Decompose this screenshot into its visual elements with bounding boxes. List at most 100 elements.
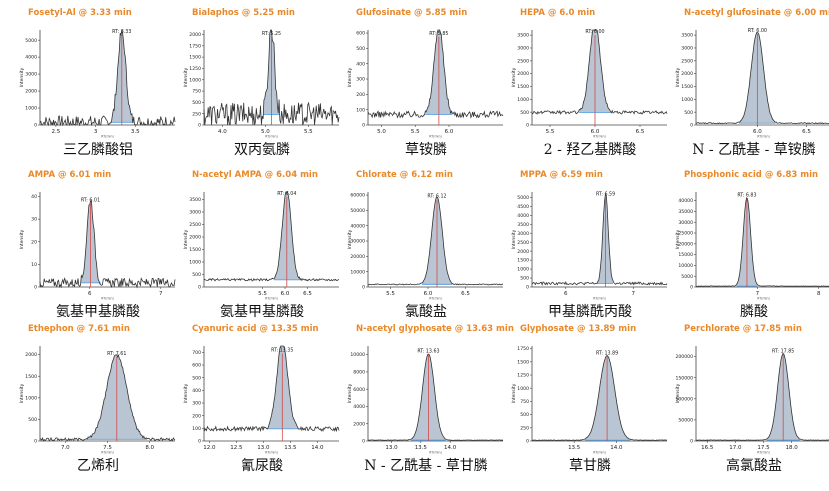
y-tick-label: 2500 — [517, 58, 529, 64]
chromatogram-trace — [531, 193, 668, 286]
chromatogram-trace — [39, 354, 176, 442]
y-tick-label: 20000 — [678, 241, 693, 247]
y-tick-label: 0 — [198, 123, 201, 129]
chromatogram-plot: 0 50000 100000 150000 200000 16.5 17.0 17.5 18.0… — [675, 346, 829, 455]
x-tick-label: 14.0 — [610, 445, 623, 451]
chromatogram-plot: 0 1000 2000 3000 4000 5000 2.5 3 3.5 Intensity RT:… — [19, 29, 176, 139]
x-tick-label: 13.5 — [415, 445, 428, 451]
x-tick-label: 6 — [88, 291, 92, 297]
chart-title: Bialaphos @ 5.25 min — [192, 8, 295, 18]
y-tick-label: 40000 — [678, 198, 693, 204]
chromatogram-trace — [367, 353, 504, 441]
y-tick-label: 35000 — [678, 209, 693, 215]
y-tick-label: 100 — [356, 107, 365, 113]
chromatogram-trace — [203, 345, 340, 433]
y-axis-label: Intensity — [675, 383, 681, 403]
compound-caption: 草铵膦 — [405, 142, 447, 158]
y-tick-label: 250 — [192, 111, 201, 117]
chromatogram-plot: 0 2000 4000 6000 8000 10000 13.0 13.5 14.0 Intens… — [347, 346, 504, 455]
y-tick-label: 150000 — [675, 375, 693, 381]
y-axis-label: Intensity — [675, 67, 681, 87]
chromatogram-panel: N-acetyl AMPA @ 6.04 min 0 500 1000 1500 2000… — [182, 170, 342, 330]
x-tick-label: 2.5 — [52, 129, 61, 135]
y-axis-label: Intensity — [183, 67, 189, 87]
y-tick-label: 10000 — [678, 263, 693, 269]
chromatogram-plot: 0 100 200 300 400 500 600 5.0 5.5 6.0 Intensity RT:… — [347, 29, 504, 139]
y-tick-label: 6000 — [353, 387, 365, 393]
chromatogram-panel: AMPA @ 6.01 min 0 10 20 30 40 6 7 Intensity RT: 6… — [18, 170, 178, 330]
x-tick-label: 8 — [817, 291, 821, 297]
y-tick-label: 0 — [690, 439, 693, 445]
compound-caption: 甲基膦酰丙酸 — [548, 304, 632, 320]
chart-title: N-acetyl glyphosate @ 13.63 min — [356, 324, 514, 334]
x-tick-label: 6.0 — [424, 291, 433, 297]
x-axis-unit: RT(min) — [429, 135, 441, 139]
y-tick-label: 1000 — [681, 97, 693, 103]
y-tick-label: 500 — [28, 417, 37, 423]
chromatogram-panel: MPPA @ 6.59 min 0 500 1000 1500 2000 2500 3000 3… — [510, 170, 670, 330]
chromatogram-panel: Glyphosate @ 13.89 min 0 250 500 750 1000 1250… — [510, 324, 670, 484]
x-tick-label: 7 — [756, 291, 760, 297]
compound-caption: 氨基甲基膦酸 — [56, 304, 140, 320]
chart-title: MPPA @ 6.59 min — [520, 170, 603, 180]
x-tick-label: 5.0 — [377, 129, 386, 135]
x-tick-label: 12.0 — [203, 445, 216, 451]
y-tick-label: 0 — [34, 285, 37, 291]
chromatogram-panel: HEPA @ 6.0 min 0 500 1000 1500 2000 2500 3000 35… — [510, 8, 670, 168]
rt-label: RT: 6.59 — [596, 191, 615, 197]
y-tick-label: 10000 — [350, 352, 365, 358]
compound-caption: 氨基甲基膦酸 — [220, 304, 304, 320]
x-tick-label: 12.5 — [230, 445, 243, 451]
chromatogram-panel: Perchlorate @ 17.85 min 0 50000 100000 15000… — [674, 324, 829, 484]
y-tick-label: 400 — [356, 61, 365, 67]
y-tick-label: 1250 — [517, 373, 529, 379]
y-tick-label: 2500 — [189, 222, 201, 228]
x-axis-unit: RT(min) — [593, 297, 605, 301]
x-axis-unit: RT(min) — [101, 451, 113, 455]
y-tick-label: 0 — [690, 285, 693, 291]
x-tick-label: 6.0 — [281, 291, 290, 297]
y-tick-label: 0 — [198, 285, 201, 291]
chromatogram-plot: 0 500 1000 1500 2000 2500 3000 3500 5.5 6.0 6.5 Int… — [183, 191, 340, 301]
y-tick-label: 2000 — [681, 71, 693, 77]
y-tick-label: 0 — [690, 123, 693, 129]
y-tick-label: 300 — [356, 77, 365, 83]
compound-caption: 乙烯利 — [77, 458, 119, 474]
x-tick-label: 5.5 — [304, 129, 313, 135]
y-tick-label: 700 — [192, 350, 201, 356]
compound-caption: 三乙膦酸铝 — [63, 142, 133, 158]
x-axis-unit: RT(min) — [101, 297, 113, 301]
chromatogram-trace — [696, 352, 829, 441]
x-tick-label: 5.5 — [386, 291, 395, 297]
compound-caption: 氰尿酸 — [241, 458, 283, 474]
chart-title: HEPA @ 6.0 min — [520, 8, 596, 18]
chart-title: N-acetyl AMPA @ 6.04 min — [192, 170, 318, 180]
rt-label: RT: 3.33 — [112, 29, 131, 35]
y-tick-label: 2000 — [353, 421, 365, 427]
y-tick-label: 10 — [31, 262, 37, 268]
x-tick-label: 6 — [564, 291, 568, 297]
x-axis-unit: RT(min) — [101, 135, 113, 139]
y-tick-label: 4000 — [353, 404, 365, 410]
chromatogram-panel: Ethephon @ 7.61 min 0 500 1000 1500 2000 7.0 7.… — [18, 324, 178, 484]
chromatogram-panel: Fosetyl-Al @ 3.33 min 0 1000 2000 3000 4000 50… — [18, 8, 178, 168]
y-tick-label: 3500 — [189, 197, 201, 203]
x-tick-label: 6.5 — [802, 129, 811, 135]
chart-title: Glyphosate @ 13.89 min — [520, 324, 637, 334]
y-tick-label: 0 — [526, 439, 529, 445]
rt-label: RT: 6.04 — [277, 191, 296, 197]
rt-label: RT: 17.85 — [772, 348, 794, 354]
y-axis-label: Intensity — [183, 383, 189, 403]
x-tick-label: 7 — [632, 291, 636, 297]
chromatogram-plot: 0 500 1000 1500 2000 7.0 7.5 8.0 Intensity RT: 7.… — [19, 346, 176, 455]
peak-area — [585, 355, 630, 441]
y-axis-label: Intensity — [347, 383, 353, 403]
chromatogram-trace — [39, 29, 176, 127]
rt-label: RT: 6.12 — [427, 194, 446, 200]
y-axis-label: Intensity — [19, 383, 25, 403]
y-tick-label: 2000 — [517, 71, 529, 77]
x-tick-label: 3 — [94, 129, 98, 135]
y-tick-label: 1500 — [517, 258, 529, 264]
x-tick-label: 5.5 — [546, 129, 555, 135]
y-axis-label: Intensity — [183, 229, 189, 249]
